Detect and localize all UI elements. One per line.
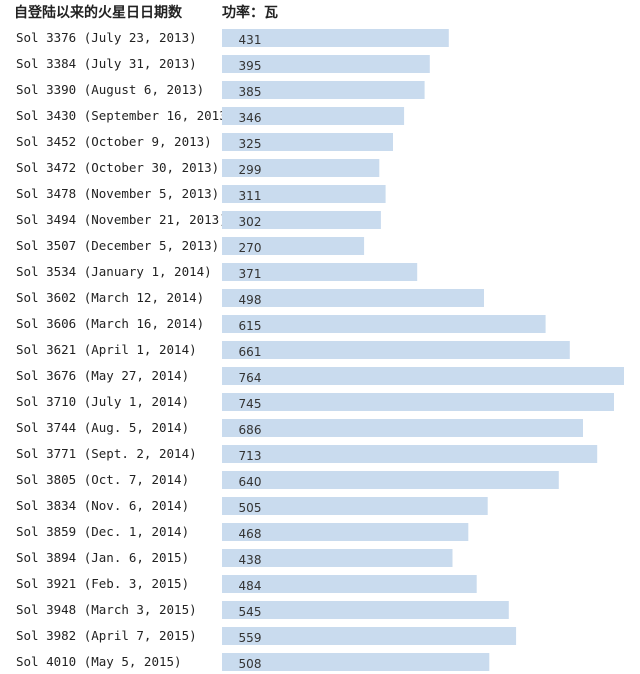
bar-value-label: 713 [239, 449, 262, 463]
power-bar [222, 497, 488, 515]
power-bar [222, 289, 484, 307]
category-label: Sol 3921 (Feb. 3, 2015) [16, 576, 189, 591]
category-label: Sol 3676 (May 27, 2014) [16, 368, 189, 383]
bar-value-label: 395 [239, 59, 262, 73]
power-bar [222, 237, 365, 255]
bar-value-label: 299 [239, 163, 262, 177]
category-label: Sol 3859 (Dec. 1, 2014) [16, 524, 189, 539]
category-label: Sol 3948 (March 3, 2015) [16, 602, 197, 617]
bar-value-label: 468 [239, 527, 262, 541]
bar-value-label: 346 [239, 111, 262, 125]
power-bar [222, 315, 546, 333]
power-bar [222, 445, 598, 463]
bar-value-label: 559 [239, 631, 262, 645]
category-label: Sol 3834 (Nov. 6, 2014) [16, 498, 189, 513]
power-bar [222, 523, 469, 541]
category-label: Sol 3478 (November 5, 2013) [16, 186, 219, 201]
category-label: Sol 3894 (Jan. 6, 2015) [16, 550, 189, 565]
category-label: Sol 3771 (Sept. 2, 2014) [16, 446, 197, 461]
power-bar [222, 393, 614, 411]
power-bar [222, 29, 449, 47]
category-label: Sol 3710 (July 1, 2014) [16, 394, 189, 409]
bar-value-label: 505 [239, 501, 262, 515]
bar-value-label: 745 [239, 397, 262, 411]
category-column-header: 自登陆以来的火星日日期数 [14, 5, 182, 21]
power-bar [222, 55, 430, 73]
power-bar [222, 575, 477, 593]
bar-value-label: 661 [239, 345, 262, 359]
power-bar [222, 367, 624, 385]
category-label: Sol 4010 (May 5, 2015) [16, 654, 182, 669]
category-label: Sol 3534 (January 1, 2014) [16, 264, 212, 279]
bar-value-label: 498 [239, 293, 262, 307]
bar-value-label: 764 [239, 371, 262, 385]
power-bar [222, 471, 559, 489]
bar-value-label: 545 [239, 605, 262, 619]
power-bar [222, 549, 453, 567]
category-label: Sol 3744 (Aug. 5, 2014) [16, 420, 189, 435]
bar-value-label: 270 [239, 241, 262, 255]
category-label: Sol 3472 (October 30, 2013) [16, 160, 219, 175]
power-bar [222, 263, 418, 281]
power-bar [222, 419, 583, 437]
bar-value-label: 484 [239, 579, 262, 593]
category-label: Sol 3507 (December 5, 2013) [16, 238, 219, 253]
category-label: Sol 3390 (August 6, 2013) [16, 82, 204, 97]
value-column-header: 功率：瓦 [222, 5, 278, 21]
category-label: Sol 3494 (November 21, 2013) [16, 212, 227, 227]
bar-value-label: 371 [239, 267, 262, 281]
bar-value-label: 508 [239, 657, 262, 671]
category-label: Sol 3430 (September 16, 2013) [16, 108, 234, 123]
bar-value-label: 686 [239, 423, 262, 437]
power-bar [222, 341, 570, 359]
power-bar [222, 159, 380, 177]
bar-value-label: 431 [239, 33, 262, 47]
power-bar [222, 185, 386, 203]
category-label: Sol 3602 (March 12, 2014) [16, 290, 204, 305]
bar-value-label: 385 [239, 85, 262, 99]
category-label: Sol 3982 (April 7, 2015) [16, 628, 197, 643]
power-bar [222, 133, 393, 151]
power-bar [222, 601, 509, 619]
category-label: Sol 3376 (July 23, 2013) [16, 30, 197, 45]
power-bar [222, 653, 490, 671]
bar-value-label: 311 [239, 189, 262, 203]
bar-value-label: 615 [239, 319, 262, 333]
bar-value-label: 325 [239, 137, 262, 151]
category-label: Sol 3606 (March 16, 2014) [16, 316, 204, 331]
category-label: Sol 3621 (April 1, 2014) [16, 342, 197, 357]
power-bar [222, 211, 381, 229]
bar-value-label: 302 [239, 215, 262, 229]
bar-value-label: 438 [239, 553, 262, 567]
category-label: Sol 3384 (July 31, 2013) [16, 56, 197, 71]
power-bar [222, 627, 517, 645]
bar-value-label: 640 [239, 475, 262, 489]
power-bar [222, 107, 405, 125]
power-bar [222, 81, 425, 99]
category-label: Sol 3452 (October 9, 2013) [16, 134, 212, 149]
category-label: Sol 3805 (Oct. 7, 2014) [16, 472, 189, 487]
